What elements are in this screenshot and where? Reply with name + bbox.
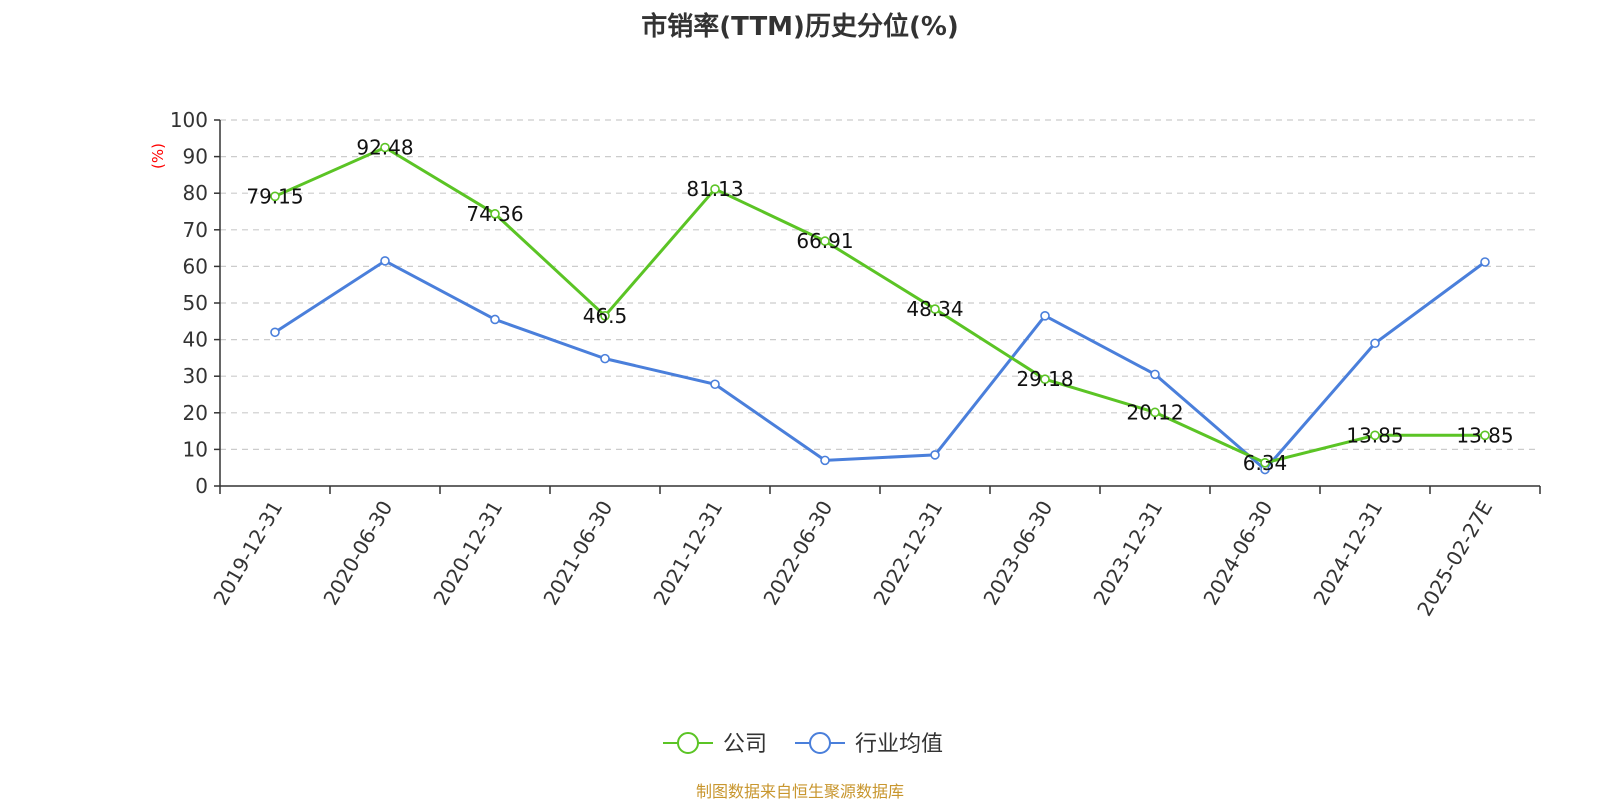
y-tick-label: 80 xyxy=(183,181,208,205)
x-tick-label: 2024-12-31 xyxy=(1308,497,1387,610)
series-line xyxy=(274,146,1485,465)
data-point xyxy=(820,236,830,246)
legend-label: 行业均值 xyxy=(855,732,943,757)
y-tick-label: 50 xyxy=(183,291,208,315)
y-tick-label: 10 xyxy=(183,437,208,461)
data-point xyxy=(490,209,500,219)
x-tick-label: 2022-12-31 xyxy=(868,497,947,610)
data-label: 13.85 xyxy=(1456,423,1513,447)
data-label: 6.34 xyxy=(1243,451,1288,475)
y-axis-unit-label: (%) xyxy=(149,143,167,169)
data-point xyxy=(1480,257,1490,267)
x-tick-label: 2023-12-31 xyxy=(1088,497,1167,610)
data-point xyxy=(710,184,720,194)
data-label: 46.5 xyxy=(583,304,628,328)
y-tick-label: 90 xyxy=(183,145,208,169)
data-point xyxy=(1150,369,1160,380)
chart-title: 市销率(TTM)历史分位(%) xyxy=(641,12,959,42)
y-tick-label: 100 xyxy=(170,108,208,132)
source-note: 制图数据来自恒生聚源数据库 xyxy=(695,782,904,801)
data-point xyxy=(930,304,940,314)
data-point xyxy=(600,353,610,364)
data-point xyxy=(820,455,830,466)
x-tick-label: 2023-06-30 xyxy=(978,497,1057,610)
data-label: 92.48 xyxy=(356,136,413,160)
data-point xyxy=(930,450,940,460)
data-point xyxy=(1150,407,1160,418)
data-point xyxy=(270,327,280,338)
series-lines xyxy=(270,142,1490,475)
x-tick-label: 2024-06-30 xyxy=(1198,497,1277,610)
data-label: 20.12 xyxy=(1126,400,1183,424)
y-tick-label: 60 xyxy=(183,254,208,278)
data-label: 74.36 xyxy=(466,202,523,226)
data-point xyxy=(1040,374,1050,385)
y-tick-label: 70 xyxy=(183,218,208,242)
legend-swatch-marker xyxy=(677,732,699,754)
series-line xyxy=(274,259,1486,472)
x-tick-label: 2022-06-30 xyxy=(758,497,837,610)
legend-swatch-marker xyxy=(809,732,831,754)
data-point xyxy=(380,142,390,153)
data-point xyxy=(600,311,610,321)
data-label: 48.34 xyxy=(906,297,963,321)
data-point xyxy=(1370,430,1380,441)
y-tick-label: 30 xyxy=(183,364,208,388)
x-tick-label: 2019-12-31 xyxy=(208,497,287,610)
legend: 公司 行业均值 xyxy=(663,732,943,757)
data-point xyxy=(380,256,390,266)
y-tick-label: 20 xyxy=(183,401,208,425)
data-point xyxy=(710,379,720,390)
data-point xyxy=(1480,430,1490,441)
grid-lines xyxy=(220,119,1540,450)
y-tick-label: 0 xyxy=(195,474,208,498)
x-tick-label: 2021-12-31 xyxy=(648,497,727,610)
axes: 0 10 20 30 40 50 60 70 80 90 100(%) 2019-12-31 2020-… xyxy=(149,108,1541,621)
data-labels: 79.15 92.48 74.36 46.5 81.13 66.91 48.34 29.18 2… xyxy=(246,136,1513,475)
data-label: 66.91 xyxy=(796,229,853,253)
legend-label: 公司 xyxy=(723,732,767,757)
data-label: 81.13 xyxy=(686,177,743,201)
data-label: 79.15 xyxy=(246,184,303,208)
data-point xyxy=(1260,457,1270,468)
x-tick-label: 2020-06-30 xyxy=(318,497,397,610)
x-tick-label: 2025-02-27E xyxy=(1412,497,1497,621)
data-label: 29.18 xyxy=(1016,367,1073,391)
data-label: 13.85 xyxy=(1346,423,1403,447)
y-tick-label: 40 xyxy=(183,328,208,352)
data-point xyxy=(490,314,500,325)
x-tick-label: 2021-06-30 xyxy=(538,497,617,610)
data-point xyxy=(1040,311,1050,321)
data-point xyxy=(270,191,280,202)
x-tick-label: 2020-12-31 xyxy=(428,497,507,610)
data-point xyxy=(1370,338,1380,349)
